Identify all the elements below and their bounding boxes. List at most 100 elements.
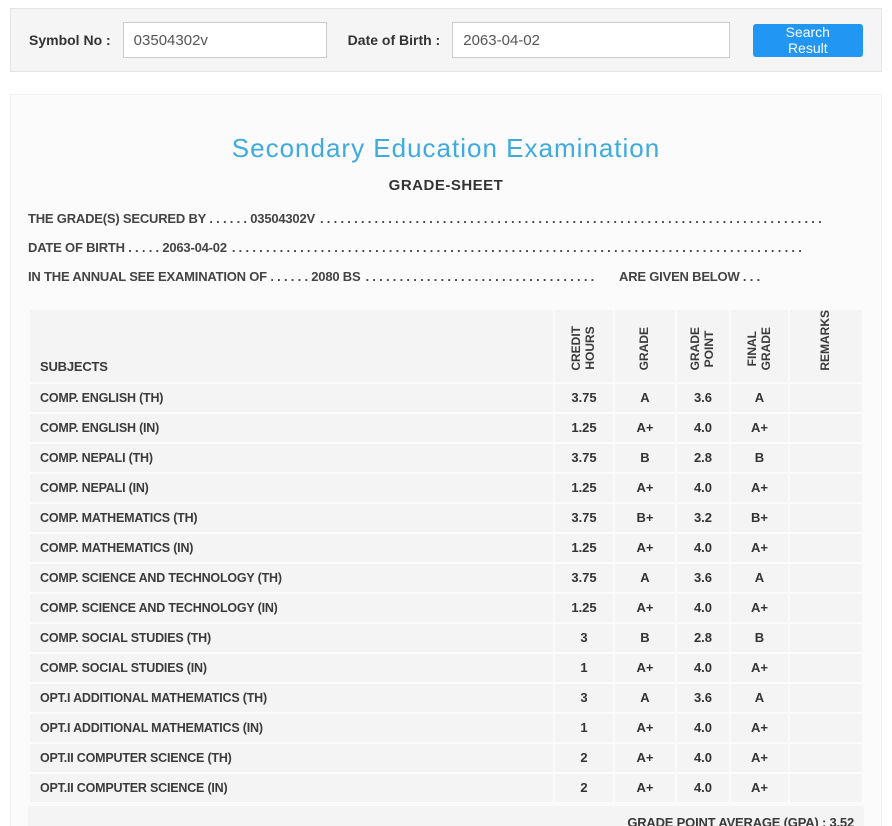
grade-point-cell: 3.6 <box>677 683 729 712</box>
date-of-birth-input[interactable] <box>452 22 730 58</box>
subject-cell: COMP. ENGLISH (TH) <box>30 383 553 412</box>
grade-point-cell: 4.0 <box>677 593 729 622</box>
statement-prefix: DATE OF BIRTH . . . . . 2063-04-02 <box>28 240 227 255</box>
table-row: OPT.I ADDITIONAL MATHEMATICS (IN) 1 A+ 4… <box>30 713 862 742</box>
grade-point-cell: 3.6 <box>677 563 729 592</box>
search-bar: Symbol No : Date of Birth : Search Resul… <box>10 8 882 72</box>
credit-hours-cell: 2 <box>555 773 613 802</box>
subject-cell: OPT.II COMPUTER SCIENCE (IN) <box>30 773 553 802</box>
credit-hours-cell: 1.25 <box>555 473 613 502</box>
table-row: COMP. SOCIAL STUDIES (TH) 3 B 2.8 B <box>30 623 862 652</box>
dotted-fill: . . . . . . . . . . . . . . . . . . . . … <box>231 240 802 255</box>
table-row: OPT.I ADDITIONAL MATHEMATICS (TH) 3 A 3.… <box>30 683 862 712</box>
credit-hours-cell: 1 <box>555 713 613 742</box>
credit-hours-cell: 1.25 <box>555 533 613 562</box>
grade-cell: A+ <box>615 713 675 742</box>
grade-sheet-panel: Secondary Education Examination GRADE-SH… <box>10 94 882 826</box>
grade-point-cell: 4.0 <box>677 473 729 502</box>
grade-cell: A+ <box>615 413 675 442</box>
dotted-fill: . . . . . . . . . . . . . . . . . . . . … <box>319 211 824 226</box>
grade-point-cell: 2.8 <box>677 443 729 472</box>
grade-cell: A+ <box>615 593 675 622</box>
credit-hours-cell: 3.75 <box>555 503 613 532</box>
remarks-cell <box>790 683 862 712</box>
statement-prefix: IN THE ANNUAL SEE EXAMINATION OF . . . .… <box>28 269 361 284</box>
grade-cell: A+ <box>615 773 675 802</box>
grade-cell: A <box>615 683 675 712</box>
grade-point-header: GRADE POINT <box>677 310 729 382</box>
table-row: COMP. SOCIAL STUDIES (IN) 1 A+ 4.0 A+ <box>30 653 862 682</box>
final-grade-cell: B+ <box>731 503 788 532</box>
grade-cell: A <box>615 563 675 592</box>
date-of-birth-label: Date of Birth : <box>347 32 441 48</box>
grade-cell: B <box>615 443 675 472</box>
table-row: OPT.II COMPUTER SCIENCE (TH) 2 A+ 4.0 A+ <box>30 743 862 772</box>
subject-cell: OPT.II COMPUTER SCIENCE (TH) <box>30 743 553 772</box>
credit-hours-cell: 3 <box>555 683 613 712</box>
final-grade-cell: A+ <box>731 773 788 802</box>
subjects-header: SUBJECTS <box>30 310 553 382</box>
grade-table-body: COMP. ENGLISH (TH) 3.75 A 3.6 A COMP. EN… <box>30 383 862 802</box>
final-grade-cell: A+ <box>731 413 788 442</box>
remarks-cell <box>790 623 862 652</box>
remarks-cell <box>790 413 862 442</box>
remarks-cell <box>790 473 862 502</box>
remarks-cell <box>790 563 862 592</box>
statement-line-date-of-birth: DATE OF BIRTH . . . . . 2063-04-02 . . .… <box>28 240 864 269</box>
credit-hours-cell: 1.25 <box>555 413 613 442</box>
subject-cell: OPT.I ADDITIONAL MATHEMATICS (TH) <box>30 683 553 712</box>
final-grade-cell: A+ <box>731 533 788 562</box>
table-header-row: SUBJECTS CREDIT HOURS GRADE GRADE POINT … <box>30 310 862 382</box>
grade-point-cell: 4.0 <box>677 413 729 442</box>
grade-point-cell: 4.0 <box>677 713 729 742</box>
remarks-cell <box>790 503 862 532</box>
grade-point-cell: 3.2 <box>677 503 729 532</box>
subject-cell: COMP. SOCIAL STUDIES (IN) <box>30 653 553 682</box>
grade-table: SUBJECTS CREDIT HOURS GRADE GRADE POINT … <box>28 308 864 804</box>
grade-cell: A+ <box>615 533 675 562</box>
credit-hours-cell: 1.25 <box>555 593 613 622</box>
symbol-no-input[interactable] <box>122 22 327 58</box>
grade-point-cell: 4.0 <box>677 653 729 682</box>
remarks-cell <box>790 593 862 622</box>
subject-cell: COMP. NEPALI (IN) <box>30 473 553 502</box>
remarks-header: REMARKS <box>790 310 862 382</box>
final-grade-cell: A+ <box>731 653 788 682</box>
table-row: COMP. MATHEMATICS (IN) 1.25 A+ 4.0 A+ <box>30 533 862 562</box>
search-result-button[interactable]: Search Result <box>752 23 863 57</box>
subject-cell: COMP. SCIENCE AND TECHNOLOGY (IN) <box>30 593 553 622</box>
statement-lines: THE GRADE(S) SECURED BY . . . . . . 0350… <box>28 211 864 298</box>
credit-hours-cell: 3.75 <box>555 563 613 592</box>
grade-cell: A <box>615 383 675 412</box>
remarks-cell <box>790 713 862 742</box>
final-grade-cell: A <box>731 383 788 412</box>
remarks-cell <box>790 443 862 472</box>
grade-point-cell: 4.0 <box>677 533 729 562</box>
remarks-cell <box>790 773 862 802</box>
credit-hours-cell: 2 <box>555 743 613 772</box>
table-row: COMP. NEPALI (TH) 3.75 B 2.8 B <box>30 443 862 472</box>
grade-point-cell: 4.0 <box>677 773 729 802</box>
gpa-footer: GRADE POINT AVERAGE (GPA) : 3.52 <box>28 805 864 826</box>
remarks-cell <box>790 743 862 772</box>
grade-sheet-subtitle: GRADE-SHEET <box>388 177 504 194</box>
final-grade-cell: A+ <box>731 593 788 622</box>
credit-hours-cell: 3 <box>555 623 613 652</box>
table-row: COMP. NEPALI (IN) 1.25 A+ 4.0 A+ <box>30 473 862 502</box>
grade-cell: B+ <box>615 503 675 532</box>
statement-line-examination: IN THE ANNUAL SEE EXAMINATION OF . . . .… <box>28 269 864 298</box>
credit-hours-header: CREDIT HOURS <box>555 310 613 382</box>
table-row: COMP. MATHEMATICS (TH) 3.75 B+ 3.2 B+ <box>30 503 862 532</box>
table-row: COMP. ENGLISH (TH) 3.75 A 3.6 A <box>30 383 862 412</box>
grade-cell: A+ <box>615 743 675 772</box>
grade-point-cell: 4.0 <box>677 743 729 772</box>
table-row: COMP. ENGLISH (IN) 1.25 A+ 4.0 A+ <box>30 413 862 442</box>
statement-line-grades-secured: THE GRADE(S) SECURED BY . . . . . . 0350… <box>28 211 864 240</box>
final-grade-header: FINAL GRADE <box>731 310 788 382</box>
grade-cell: A+ <box>615 473 675 502</box>
subject-cell: OPT.I ADDITIONAL MATHEMATICS (IN) <box>30 713 553 742</box>
remarks-cell <box>790 653 862 682</box>
statement-prefix: THE GRADE(S) SECURED BY . . . . . . 0350… <box>28 211 315 226</box>
final-grade-cell: A+ <box>731 713 788 742</box>
grade-cell: B <box>615 623 675 652</box>
